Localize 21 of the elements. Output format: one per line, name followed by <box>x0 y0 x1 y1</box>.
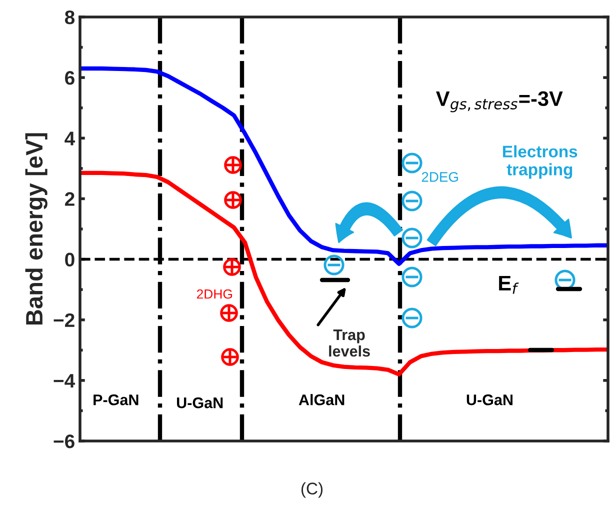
y-tick-label: 0 <box>65 252 74 267</box>
annotation: U-GaN <box>466 394 512 406</box>
annotation: 2DEG <box>422 172 458 182</box>
annotation: P-GaN <box>94 394 138 406</box>
y-tick-label: −4 <box>54 374 76 388</box>
y-tick-label: 8 <box>64 10 75 24</box>
y-tick-label: −6 <box>54 434 74 448</box>
y-tick-label: 2 <box>65 192 74 206</box>
annotation: V$_{gs,stress}$=-3V <box>436 91 563 112</box>
y-axis-title: Band energy [eV] <box>25 133 48 325</box>
line-series <box>80 66 608 266</box>
y-tick-label: −2 <box>54 313 74 327</box>
annotation: E$_{f}$ <box>499 276 519 294</box>
y-tick-label: 6 <box>65 71 74 85</box>
y-tick-label: 4 <box>64 132 76 146</box>
annotation: Electrons trapping <box>503 145 578 179</box>
annotation: AlGaN <box>298 394 344 406</box>
text: (C) <box>301 482 323 498</box>
annotation: U-GaN <box>177 397 223 408</box>
annotation: Trap levels <box>329 330 370 357</box>
annotation: 2DHG <box>196 289 232 299</box>
